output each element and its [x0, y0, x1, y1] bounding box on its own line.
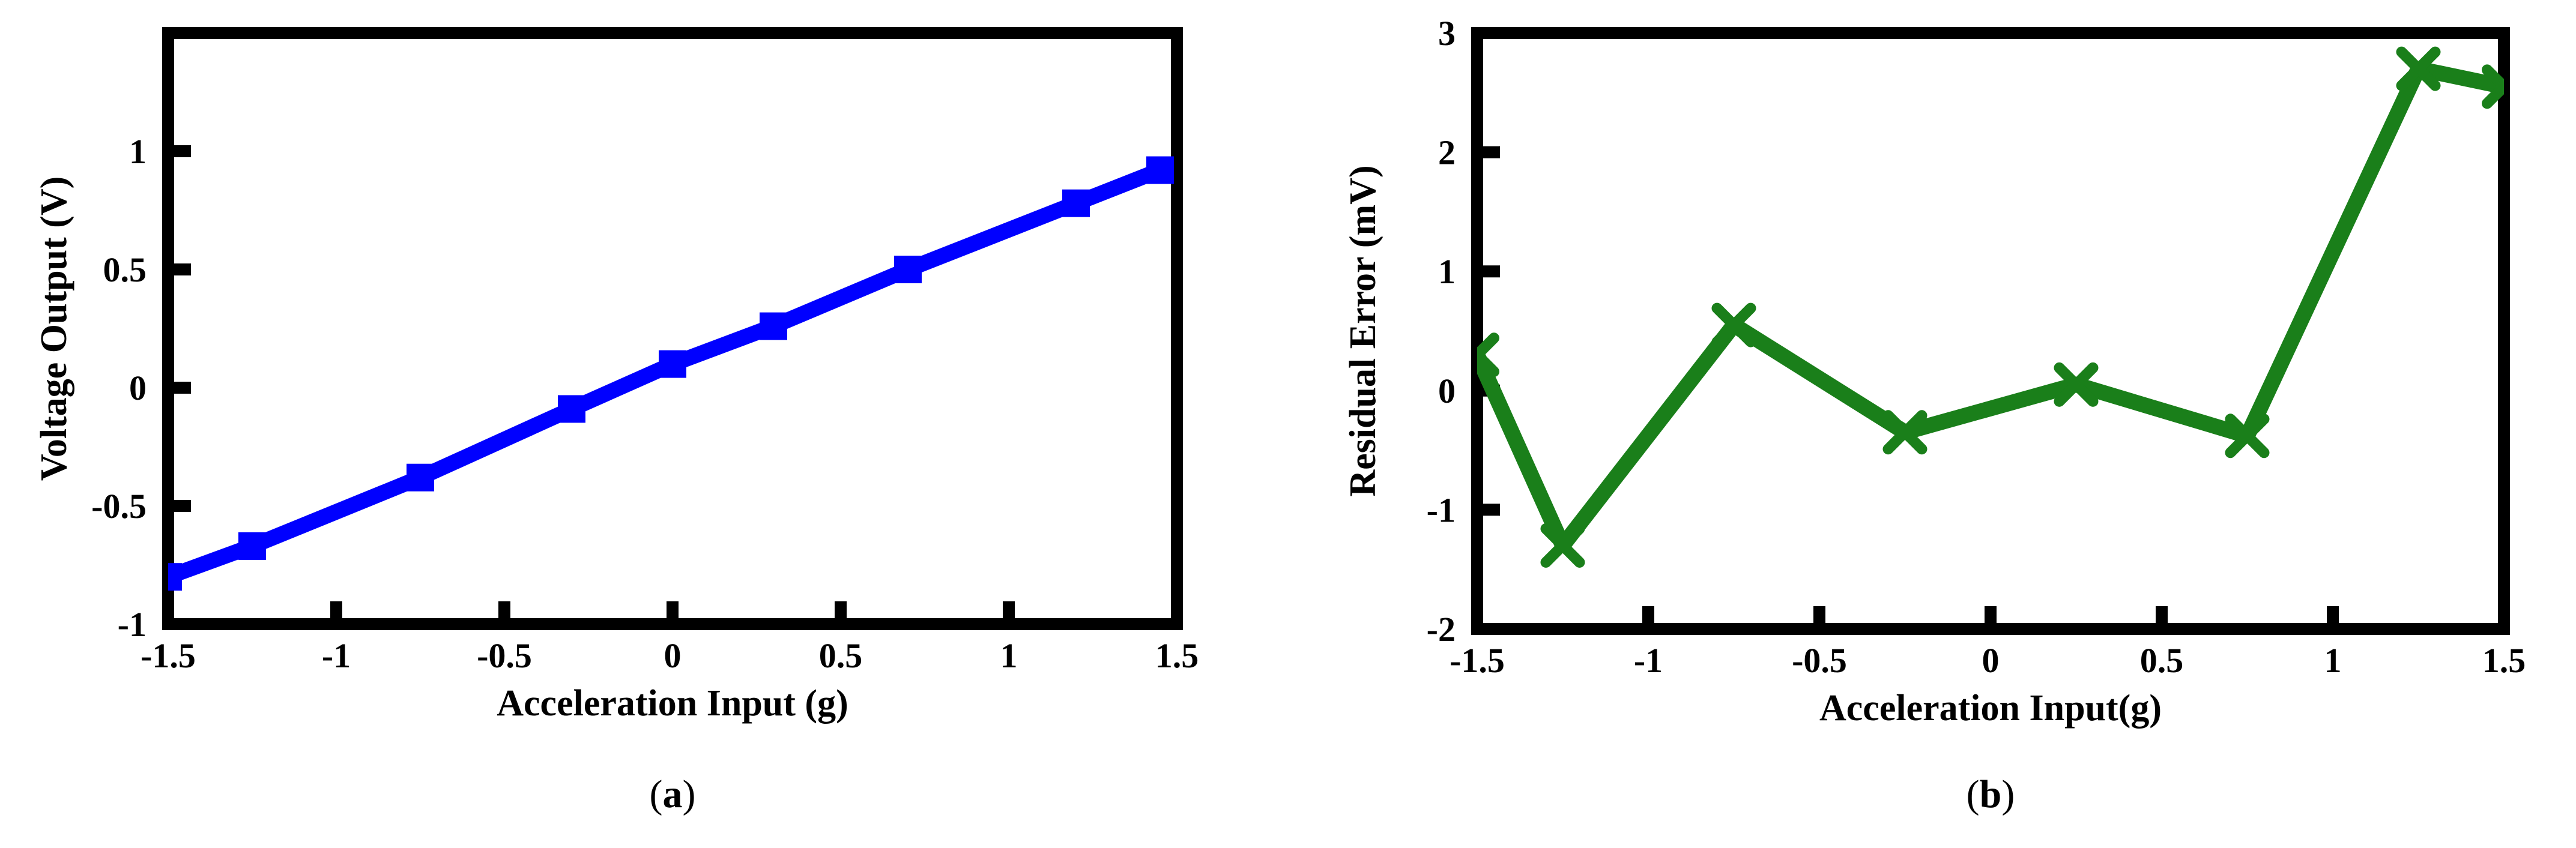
x-tick-label-a-2: -0.5	[477, 636, 532, 675]
y-tick-label-a-0: -1	[118, 605, 147, 644]
x-tick-label-b-4: 0.5	[2140, 641, 2184, 680]
data-point-b-0	[1477, 332, 1499, 377]
x-tick-label-b-0: -1.5	[1450, 641, 1505, 680]
x-axis-label-b: Acceleration Input(g)	[1819, 688, 2162, 729]
caption-letter-a: a	[663, 772, 683, 816]
series-line-b	[1477, 61, 2504, 553]
x-tick-label-a-6: 1.5	[1155, 636, 1199, 675]
data-point-b-5	[2225, 413, 2270, 459]
x-tick-label-b-6: 1.5	[2482, 641, 2526, 680]
y-axis-label-b: Residual Error (mV)	[1343, 165, 1383, 496]
x-tick-label-a-4: 0.5	[819, 636, 863, 675]
caption-b: (b)	[1967, 772, 2015, 816]
data-point-a-6	[894, 256, 922, 283]
ticks-a: -1.5 -1 -0.5 0 0.5 1 1.5-1-0.500.51	[91, 132, 1199, 675]
y-tick-label-b-2: 0	[1438, 371, 1456, 410]
caption-letter-b: b	[1980, 772, 2002, 816]
y-tick-label-b-1: -1	[1427, 490, 1456, 529]
x-tick-label-a-5: 1	[1000, 636, 1018, 675]
y-tick-label-b-3: 1	[1438, 252, 1456, 291]
y-tick-label-b-4: 2	[1438, 133, 1456, 172]
x-tick-label-a-1: -1	[322, 636, 351, 675]
data-point-a-7	[1062, 189, 1090, 217]
x-tick-label-b-1: -1	[1634, 641, 1663, 680]
y-tick-label-a-4: 1	[129, 132, 147, 171]
data-point-a-4	[659, 350, 686, 378]
plot-frame-a	[162, 27, 1183, 630]
series-a	[168, 156, 1174, 591]
y-axis-label-a: Voltage Output (V)	[34, 176, 74, 481]
caption-a: (a)	[650, 772, 696, 816]
x-tick-label-a-3: 0	[664, 636, 682, 675]
data-point-b-2	[1711, 302, 1756, 347]
y-tick-label-b-0: -2	[1427, 610, 1456, 649]
ticks-b: -1.5 -1 -0.5 0 0.5 1 1.5 -2 -1 0 1 2 3	[1427, 14, 2526, 680]
x-tick-label-b-3: 0	[1982, 641, 2000, 680]
data-point-b-6	[2396, 46, 2441, 91]
x-tick-label-a-0: -1.5	[141, 636, 196, 675]
data-point-a-5	[760, 312, 787, 340]
data-point-a-2	[407, 463, 434, 492]
y-tick-label-a-1: -0.5	[91, 487, 147, 526]
plot-frame-b	[1471, 27, 2510, 635]
data-point-a-3	[558, 395, 585, 423]
data-point-b-1	[1540, 523, 1585, 568]
data-point-b-4	[2054, 362, 2099, 407]
y-tick-label-a-2: 0	[129, 368, 147, 407]
panel-b: -1.5 -1 -0.5 0 0.5 1 1.5 -2 -1 0 1 2 3 Acceleration …	[1343, 14, 2526, 816]
y-tick-label-a-3: 0.5	[103, 250, 147, 289]
series-b	[1477, 46, 2504, 568]
data-point-b-7	[2482, 64, 2504, 109]
data-point-a-8	[1146, 156, 1174, 184]
panel-a: -1.5 -1 -0.5 0 0.5 1 1.5-1-0.500.51 Accelerati…	[34, 27, 1199, 816]
x-axis-label-a: Acceleration Input (g)	[497, 683, 848, 724]
x-tick-label-b-5: 1	[2324, 641, 2342, 680]
data-point-a-0	[168, 563, 182, 591]
y-tick-label-b-5: 3	[1438, 14, 1456, 53]
x-tick-label-b-2: -0.5	[1792, 641, 1847, 680]
data-point-a-1	[238, 532, 266, 560]
data-point-b-3	[1882, 410, 1927, 455]
